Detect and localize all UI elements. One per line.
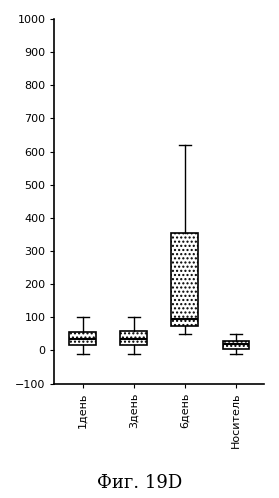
Text: Фиг. 19D: Фиг. 19D (97, 474, 182, 492)
Bar (172, 233, 198, 326)
Bar (223, 341, 249, 349)
Bar (69, 332, 96, 346)
Bar (120, 331, 147, 346)
